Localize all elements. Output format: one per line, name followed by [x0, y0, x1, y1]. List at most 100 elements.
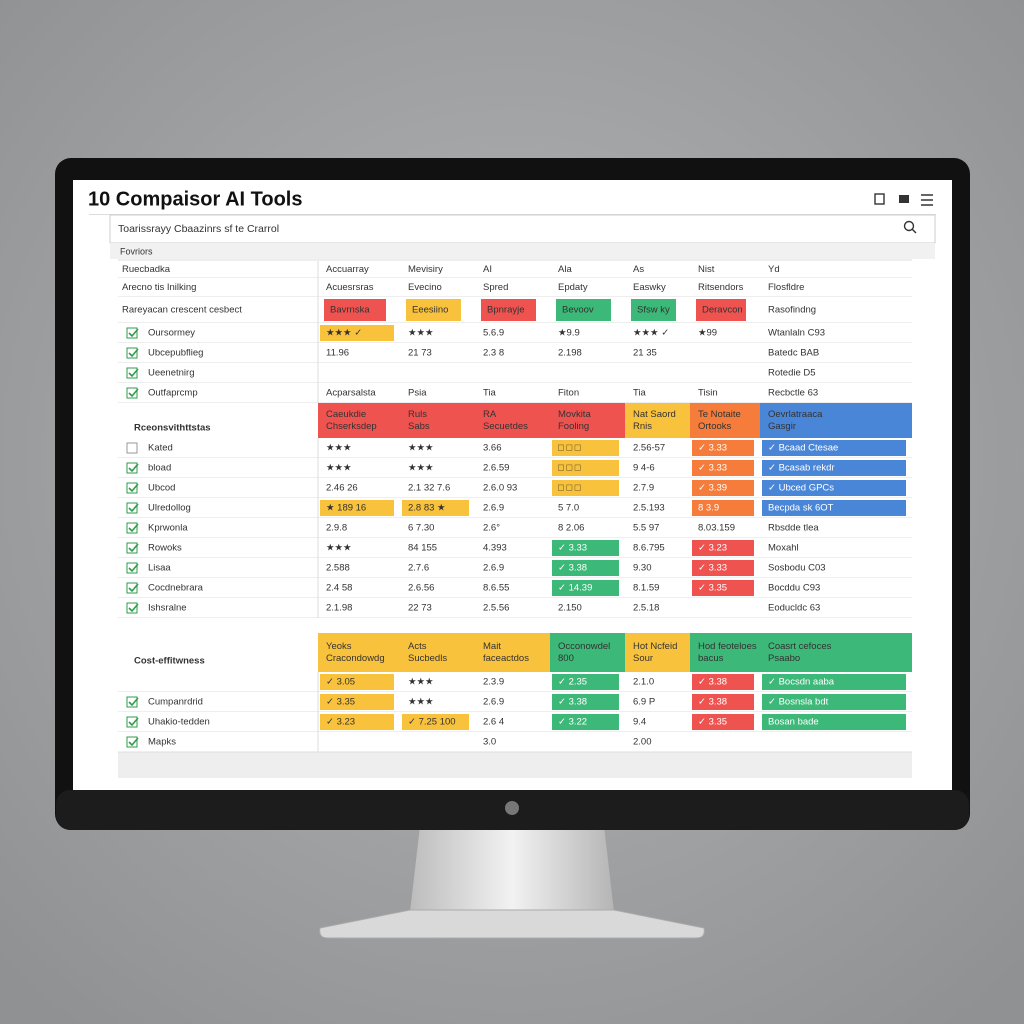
cell-text: 8.6.55 — [483, 583, 509, 594]
cell-text: 2.9.8 — [326, 523, 347, 534]
cell-text: ✓ Ubced GPCs — [768, 483, 834, 494]
row-label: Cocdnebrara — [148, 583, 204, 594]
stand-base — [319, 909, 705, 939]
row-checkbox[interactable] — [126, 602, 138, 614]
head-text: Oevrlatraaca — [768, 409, 823, 420]
cell-text: Bpnrayje — [487, 305, 525, 316]
cell-badge — [552, 480, 619, 496]
check-mark — [128, 348, 139, 358]
cell-text: 2.1 32 7.6 — [408, 483, 450, 494]
cell-text: Rasofindng — [768, 305, 816, 316]
cell-badge — [552, 460, 619, 476]
cell-text: ✓ 3.33 — [698, 463, 727, 474]
cell-text: Flosfldre — [768, 282, 804, 293]
cell-text: ★★★ — [408, 443, 434, 454]
cell-text: 8 3.9 — [698, 503, 719, 514]
filter-label: Fovriors — [120, 246, 153, 256]
cell-badge — [762, 480, 906, 496]
cell-text: Mevisiry — [408, 264, 443, 275]
cell-badge — [631, 299, 676, 321]
icon-puzzle[interactable] — [899, 195, 909, 203]
row-label: Oursormey — [148, 328, 195, 339]
head-text: Psaabo — [768, 653, 800, 664]
cell-badge — [402, 500, 469, 516]
cell-text: 22 73 — [408, 603, 432, 614]
cell-text: Bosan bade — [768, 717, 819, 728]
row-checkbox[interactable] — [126, 562, 138, 574]
row-checkbox[interactable] — [126, 462, 138, 474]
row-label: Uhakio-tedden — [148, 717, 210, 728]
row-label: Ishsralne — [148, 603, 187, 614]
table-row — [118, 518, 912, 538]
row-label: Rowoks — [148, 543, 182, 554]
cell-badge — [762, 500, 906, 516]
cell-text: ★★★ — [408, 697, 434, 708]
cell-badge — [696, 299, 746, 321]
cell-badge — [552, 714, 619, 730]
logo — [505, 801, 519, 815]
cell-text: Eoducldc 63 — [768, 603, 820, 614]
cell-text: Rbsdde tlea — [768, 523, 819, 534]
cell-text: 8.1.59 — [633, 583, 659, 594]
cell-text: 8.6.795 — [633, 543, 665, 554]
check-mark — [128, 328, 139, 338]
cell-text: ✓ Bosnsla bdt — [768, 697, 829, 708]
cell-text: ✓ 3.38 — [698, 677, 727, 688]
row-checkbox[interactable] — [126, 716, 138, 728]
search-icon[interactable] — [903, 220, 915, 232]
row-checkbox[interactable] — [126, 502, 138, 514]
row-checkbox[interactable] — [126, 347, 138, 359]
row-checkbox[interactable] — [126, 522, 138, 534]
cell-text: 2.5.56 — [483, 603, 509, 614]
table-row — [118, 343, 912, 363]
cell-text: 8 2.06 — [558, 523, 584, 534]
row-checkbox[interactable] — [126, 696, 138, 708]
cell-badge — [762, 460, 906, 476]
row-checkbox[interactable] — [126, 482, 138, 494]
cell-text: ✓ 3.33 — [698, 563, 727, 574]
cell-badge — [692, 714, 754, 730]
row-label: bload — [148, 463, 171, 474]
row-checkbox[interactable] — [126, 327, 138, 339]
cell-badge — [692, 580, 754, 596]
cell-badge — [556, 299, 611, 321]
cell-text: 2.6.9 — [483, 563, 504, 574]
head-text: Caeukdie — [326, 409, 366, 420]
head-text: Hot Ncfeid — [633, 641, 677, 652]
cell-text: ★★★ — [408, 328, 434, 339]
row-label: Ulredollog — [148, 503, 191, 514]
row-checkbox[interactable] — [126, 582, 138, 594]
row-checkbox[interactable] — [126, 387, 138, 399]
row-checkbox[interactable] — [126, 442, 138, 454]
head-text: Sour — [633, 653, 653, 664]
icon-menu[interactable] — [921, 194, 933, 206]
head-text: Te Notaite — [698, 409, 741, 420]
cell-text: 2.6.56 — [408, 583, 434, 594]
row-label: Outfaprcmp — [148, 388, 198, 399]
cell-text: 2.198 — [558, 348, 582, 359]
cell-text: ✓ 14.39 — [558, 583, 592, 594]
head-cell — [625, 403, 690, 438]
row-label: Ubcepubflieg — [148, 348, 203, 359]
cell-text: 6 7.30 — [408, 523, 434, 534]
row-checkbox[interactable] — [126, 542, 138, 554]
cell-text: 2.6 4 — [483, 717, 504, 728]
cell-text: ★★★ ✓ — [326, 328, 362, 339]
cell-text: Recbctle 63 — [768, 388, 818, 399]
head-text: Sabs — [408, 421, 430, 432]
section-title: Cost-effitwness — [134, 656, 205, 667]
table-row — [118, 278, 912, 297]
row-checkbox[interactable] — [126, 736, 138, 748]
cell-text: 21 35 — [633, 348, 657, 359]
row-label: Rareyacan crescent cesbect — [122, 305, 242, 316]
section-title: Rceonsvithttstas — [134, 423, 211, 434]
head-cell — [690, 633, 760, 672]
head-cell — [475, 633, 550, 672]
cell-text: 2.6.9 — [483, 503, 504, 514]
search-bar[interactable] — [109, 214, 936, 244]
icon-share[interactable] — [874, 193, 885, 205]
cell-badge — [692, 540, 754, 556]
row-checkbox[interactable] — [126, 367, 138, 379]
cell-badge — [692, 694, 754, 710]
